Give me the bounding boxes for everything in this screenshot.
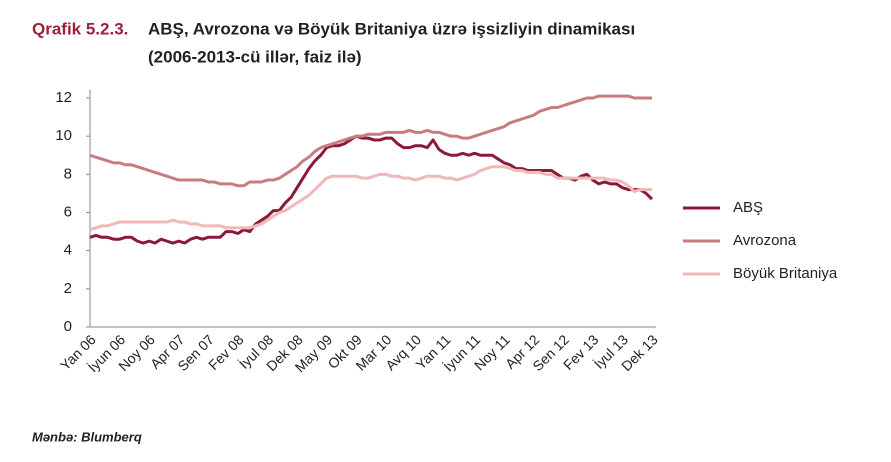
y-tick-label: 2 [64, 280, 72, 297]
legend-label: Avrozona [733, 232, 797, 249]
y-tick-label: 0 [64, 318, 72, 335]
chart-title: ABŞ, Avrozona və Böyük Britaniya üzrə iş… [148, 19, 635, 38]
y-tick-label: 8 [64, 165, 72, 182]
chart-title-label: Qrafik 5.2.3. [32, 19, 128, 38]
legend-label: ABŞ [733, 199, 763, 216]
legend-label: Böyük Britaniya [733, 265, 838, 282]
y-tick-label: 12 [55, 89, 72, 106]
source-note: Mənbə: Blumberq [32, 429, 142, 444]
chart-subtitle: (2006-2013-cü illər, faiz ilə) [148, 47, 362, 66]
series-line [89, 165, 652, 232]
y-tick-label: 4 [64, 242, 72, 259]
y-tick-label: 6 [64, 203, 72, 220]
series-line [89, 94, 652, 188]
series-line [89, 134, 654, 245]
y-tick-label: 10 [55, 127, 72, 144]
